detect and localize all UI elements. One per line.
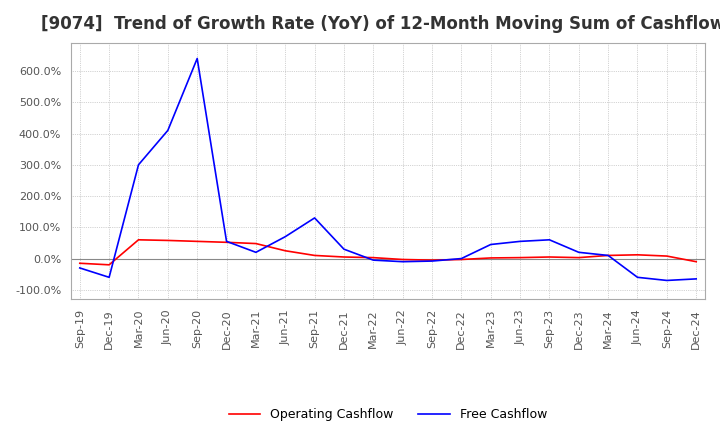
Free Cashflow xyxy=(428,258,436,264)
Free Cashflow xyxy=(163,128,172,133)
Operating Cashflow xyxy=(340,254,348,260)
Operating Cashflow xyxy=(692,259,701,264)
Free Cashflow xyxy=(633,275,642,280)
Free Cashflow xyxy=(105,275,114,280)
Free Cashflow xyxy=(340,246,348,252)
Legend: Operating Cashflow, Free Cashflow: Operating Cashflow, Free Cashflow xyxy=(224,403,552,426)
Operating Cashflow xyxy=(369,255,377,260)
Free Cashflow xyxy=(516,239,524,244)
Operating Cashflow xyxy=(105,262,114,268)
Operating Cashflow xyxy=(251,241,260,246)
Operating Cashflow xyxy=(281,248,289,253)
Operating Cashflow xyxy=(163,238,172,243)
Free Cashflow xyxy=(76,265,84,271)
Free Cashflow xyxy=(369,257,377,263)
Title: [9074]  Trend of Growth Rate (YoY) of 12-Month Moving Sum of Cashflows: [9074] Trend of Growth Rate (YoY) of 12-… xyxy=(41,15,720,33)
Free Cashflow xyxy=(193,56,202,61)
Operating Cashflow xyxy=(487,255,495,260)
Free Cashflow xyxy=(398,259,407,264)
Operating Cashflow xyxy=(222,240,231,245)
Free Cashflow xyxy=(487,242,495,247)
Free Cashflow xyxy=(222,239,231,244)
Operating Cashflow xyxy=(604,253,613,258)
Operating Cashflow xyxy=(310,253,319,258)
Line: Operating Cashflow: Operating Cashflow xyxy=(80,240,696,265)
Free Cashflow xyxy=(545,237,554,242)
Free Cashflow xyxy=(662,278,671,283)
Free Cashflow xyxy=(692,276,701,282)
Operating Cashflow xyxy=(516,255,524,260)
Operating Cashflow xyxy=(633,252,642,257)
Operating Cashflow xyxy=(76,260,84,266)
Operating Cashflow xyxy=(545,254,554,260)
Operating Cashflow xyxy=(428,257,436,263)
Free Cashflow xyxy=(251,249,260,255)
Operating Cashflow xyxy=(457,257,466,262)
Free Cashflow xyxy=(604,253,613,258)
Free Cashflow xyxy=(281,234,289,239)
Free Cashflow xyxy=(310,215,319,220)
Free Cashflow xyxy=(134,162,143,168)
Operating Cashflow xyxy=(134,237,143,242)
Free Cashflow xyxy=(457,256,466,261)
Operating Cashflow xyxy=(662,253,671,259)
Operating Cashflow xyxy=(575,255,583,260)
Free Cashflow xyxy=(575,249,583,255)
Operating Cashflow xyxy=(193,239,202,244)
Line: Free Cashflow: Free Cashflow xyxy=(80,59,696,280)
Operating Cashflow xyxy=(398,257,407,262)
